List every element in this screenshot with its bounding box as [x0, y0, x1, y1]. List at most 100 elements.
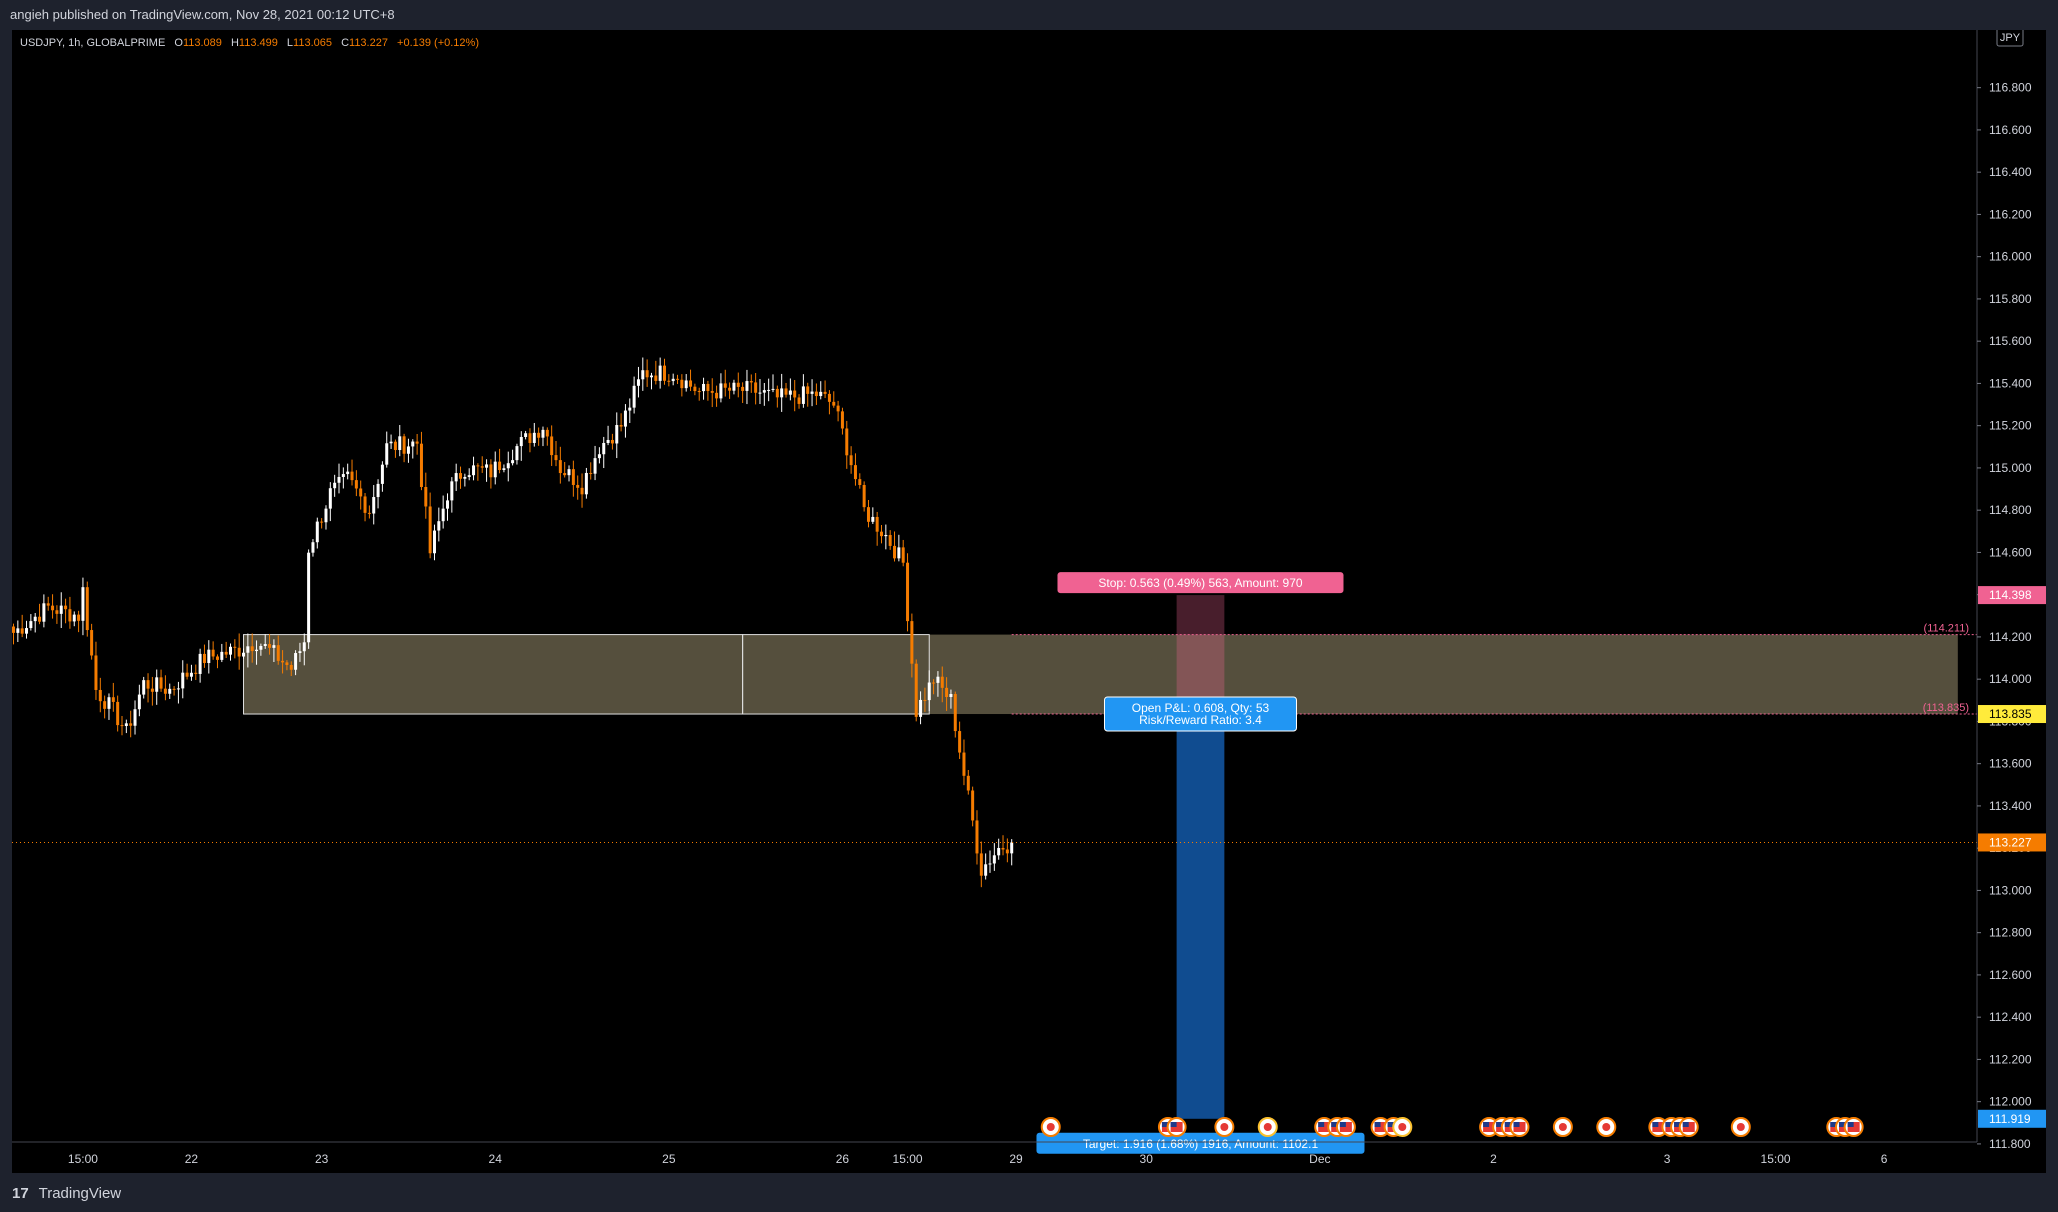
- candle-body: [181, 672, 185, 689]
- candle-body: [320, 521, 324, 523]
- candle-body: [46, 603, 50, 606]
- candle-body: [111, 697, 115, 702]
- price-tick-label: 115.200: [1989, 419, 2032, 433]
- us-flag-canton-icon: [1830, 1122, 1837, 1127]
- chart-svg[interactable]: (114.211) (113.835) Stop: 0.563 (0.49%) 5…: [12, 27, 2046, 1193]
- candle-body: [728, 387, 732, 391]
- time-tick-label: 6: [1881, 1152, 1888, 1166]
- high-label: H: [231, 37, 239, 49]
- candle-body: [806, 386, 810, 394]
- candle-body: [966, 775, 970, 791]
- candle-body: [354, 480, 358, 489]
- candle-body: [654, 375, 658, 381]
- candle-body: [250, 646, 254, 652]
- candle-body: [719, 383, 723, 399]
- candle-body: [636, 379, 640, 386]
- us-flag-canton-icon: [1318, 1122, 1325, 1127]
- event-dot-icon: [1220, 1123, 1229, 1131]
- candle-body: [441, 508, 445, 522]
- last-price-tag: 113.227: [1989, 835, 2032, 849]
- candle-body: [406, 446, 410, 454]
- candle-body: [567, 469, 571, 476]
- candle-body: [849, 455, 853, 466]
- candle-body: [450, 481, 454, 501]
- chart-area[interactable]: (114.211) (113.835) Stop: 0.563 (0.49%) 5…: [12, 27, 2046, 1193]
- candle-body: [255, 649, 259, 652]
- candle-body: [554, 455, 558, 461]
- candle-body: [697, 391, 701, 393]
- candle-body: [971, 790, 975, 821]
- candle-body: [480, 466, 484, 468]
- candle-body: [224, 651, 228, 655]
- candle-body: [953, 694, 957, 732]
- candle-body: [68, 609, 72, 622]
- candle-body: [185, 672, 189, 677]
- candle-body: [663, 365, 666, 381]
- time-tick-label: 23: [315, 1152, 329, 1166]
- candle-body: [467, 475, 471, 477]
- candle-body: [532, 432, 536, 443]
- candle-body: [168, 688, 172, 694]
- zone-rect[interactable]: [243, 634, 1958, 715]
- candle-body: [90, 630, 94, 656]
- stop-price-tag: 114.398: [1989, 588, 2032, 602]
- price-tick-label: 116.000: [1989, 250, 2032, 264]
- candle-body: [298, 651, 302, 654]
- us-flag-canton-icon: [1339, 1122, 1346, 1127]
- target-area[interactable]: [1176, 714, 1225, 1119]
- candle-body: [671, 378, 675, 382]
- zone-top-label: (114.211): [1924, 623, 1969, 635]
- open-value: 113.089: [183, 37, 222, 49]
- time-tick-label: 29: [1009, 1152, 1023, 1166]
- us-flag-canton-icon: [1161, 1122, 1168, 1127]
- low-value: 113.065: [293, 37, 332, 49]
- candle-body: [511, 460, 515, 464]
- candle-body: [893, 545, 897, 559]
- supply-zone[interactable]: [243, 634, 1958, 715]
- us-flag-canton-icon: [1331, 1122, 1338, 1127]
- stop-area[interactable]: [1176, 595, 1225, 715]
- candle-body: [541, 429, 545, 438]
- stop-label-box[interactable]: [1057, 572, 1344, 594]
- candle-body: [780, 388, 784, 398]
- candle-body: [797, 397, 801, 404]
- candle-body: [337, 476, 341, 483]
- candle-body: [272, 645, 276, 648]
- candle-body: [689, 380, 693, 387]
- target-label-box[interactable]: [1036, 1132, 1365, 1154]
- candle-body: [29, 621, 33, 629]
- pnl-label-box[interactable]: [1103, 696, 1297, 732]
- candle-body: [59, 605, 63, 614]
- candle-body: [155, 677, 159, 692]
- candle-body: [207, 649, 211, 664]
- price-tick-label: 113.600: [1989, 757, 2032, 771]
- candle-body: [684, 380, 688, 389]
- candle-body: [571, 469, 575, 485]
- currency-label: JPY: [2000, 32, 2021, 44]
- zone-bottom-label: (113.835): [1923, 702, 1969, 714]
- price-tick-label: 116.600: [1989, 123, 2032, 137]
- axes[interactable]: 116.800 116.600 116.400 116.200 116.000 115.8…: [12, 27, 2046, 1193]
- candle-body: [372, 497, 376, 514]
- target-price-tag-bg: [1978, 1109, 2046, 1128]
- candle-body: [884, 534, 888, 537]
- candle-body: [793, 390, 797, 398]
- candles: [12, 357, 1014, 888]
- candle-body: [398, 436, 402, 451]
- short-position-tool[interactable]: [1176, 595, 1225, 1119]
- candle-body: [281, 660, 285, 663]
- candle-body: [767, 389, 771, 391]
- candle-body: [693, 386, 697, 392]
- candle-body: [328, 488, 332, 509]
- entry-price-tag-bg: [1978, 705, 2046, 724]
- candle-body: [346, 471, 350, 475]
- candle-body: [38, 616, 42, 622]
- candle-body: [632, 385, 636, 408]
- candle-body: [1010, 842, 1014, 854]
- position-labels[interactable]: Stop: 0.563 (0.49%) 563, Amount: 970 Open…: [1036, 572, 1365, 1154]
- stop-label-text: Stop: 0.563 (0.49%) 563, Amount: 970: [1098, 576, 1302, 590]
- event-dot-icon: [1398, 1123, 1407, 1131]
- candle-body: [359, 488, 363, 497]
- economic-events[interactable]: [1040, 1117, 1864, 1137]
- candle-body: [476, 465, 480, 467]
